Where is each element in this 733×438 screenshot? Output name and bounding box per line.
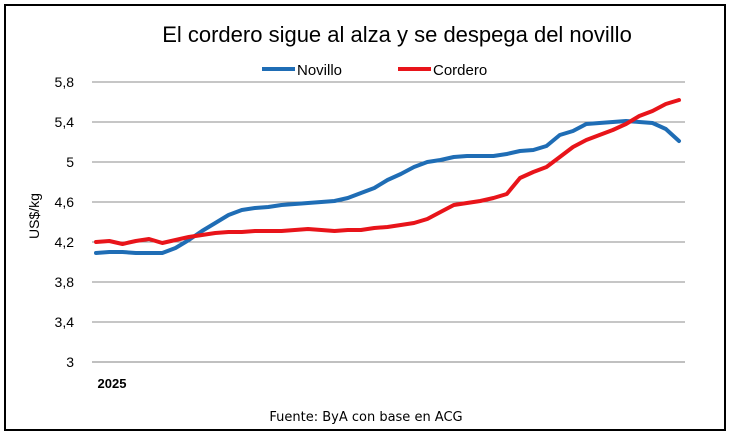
y-tick-label: 3,8 bbox=[55, 274, 75, 290]
y-tick-label: 4,6 bbox=[55, 194, 75, 210]
y-tick-label: 4,2 bbox=[55, 234, 75, 250]
y-axis-label: US$/kg bbox=[26, 193, 42, 239]
y-tick-label: 3,4 bbox=[55, 314, 75, 330]
source-note: Fuente: ByA con base en ACG bbox=[269, 410, 462, 425]
series-line-cordero bbox=[94, 98, 681, 246]
series-layer bbox=[94, 98, 681, 255]
x-tick-label-2025: 2025 bbox=[98, 376, 127, 391]
legend: Novillo Cordero bbox=[262, 62, 487, 79]
y-tick-label: 5 bbox=[66, 154, 74, 170]
grid bbox=[92, 81, 685, 323]
y-axis-ticks: 3 3,4 3,8 4,2 4,6 5 5,4 5,8 bbox=[55, 74, 75, 370]
legend-label-cordero: Cordero bbox=[433, 62, 487, 79]
y-tick-label: 3 bbox=[66, 354, 74, 370]
y-tick-label: 5,4 bbox=[55, 114, 75, 130]
chart-title: El cordero sigue al alza y se despega de… bbox=[162, 22, 632, 47]
chart-frame bbox=[4, 4, 726, 431]
series-line-novillo bbox=[94, 119, 681, 255]
legend-label-novillo: Novillo bbox=[297, 62, 342, 79]
y-tick-label: 5,8 bbox=[55, 74, 75, 90]
